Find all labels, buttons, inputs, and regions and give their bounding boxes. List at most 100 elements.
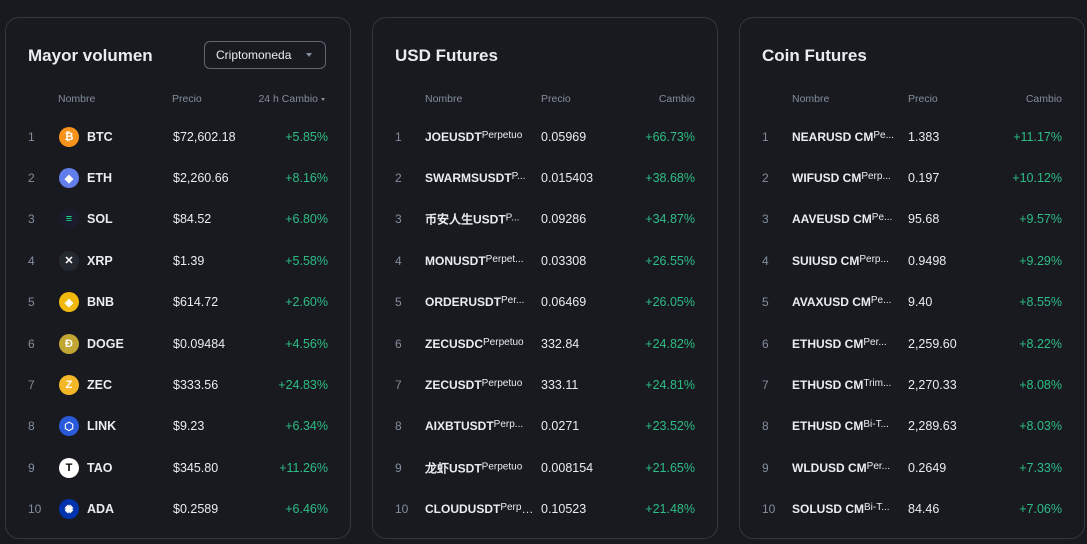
coin-price: $9.23 — [173, 419, 205, 434]
coin-price: $2,260.66 — [173, 171, 229, 186]
contract-type: Pe... — [873, 129, 894, 141]
table-row[interactable]: 4 MONUSDTPerpet... 0.03308 +26.55% — [373, 240, 717, 281]
table-row[interactable]: 6 ETHUSD CMPer... 2,259.60 +8.22% — [740, 323, 1084, 364]
contract-symbol: SOLUSD CM — [792, 502, 864, 517]
table-row[interactable]: 10 SOLUSD CMBi-T... 84.46 +7.06% — [740, 489, 1084, 530]
coin-change: +4.56% — [285, 336, 328, 351]
contract-price: 333.11 — [541, 378, 579, 393]
table-row[interactable]: 6 Ð DOGE $0.09484 +4.56% — [6, 323, 350, 364]
contract-type: Pe... — [871, 212, 893, 224]
table-row[interactable]: 9 龙虾USDTPerpetuo 0.008154 +21.65% — [373, 447, 717, 488]
contract-type: Per... — [863, 336, 887, 348]
column-header-change[interactable]: 24 h Cambio — [258, 93, 325, 105]
contract-price: 0.015403 — [541, 171, 594, 186]
xrp-icon: ✕ — [59, 250, 79, 271]
rank-number: 6 — [395, 336, 402, 351]
rank-number: 3 — [762, 212, 769, 227]
rank-number: 5 — [395, 295, 402, 310]
contract-change: +21.65% — [645, 460, 695, 475]
table-row[interactable]: 4 ✕ XRP $1.39 +5.58% — [6, 240, 350, 281]
contract-name: ZECUSDTPerpetuo — [425, 378, 537, 392]
rank-number: 3 — [395, 212, 402, 227]
table-row[interactable]: 1 JOEUSDTPerpetuo 0.05969 +66.73% — [373, 116, 717, 157]
table-row[interactable]: 8 ETHUSD CMBi-T... 2,289.63 +8.03% — [740, 406, 1084, 447]
futures-list: 1 JOEUSDTPerpetuo 0.05969 +66.73% 2 SWARMSUSD… — [373, 116, 717, 530]
contract-name: SOLUSD CMBi-T... — [792, 502, 904, 516]
rank-number: 10 — [395, 502, 409, 517]
table-row[interactable]: 3 币安人生USDTP... 0.09286 +34.87% — [373, 199, 717, 240]
rank-number: 2 — [395, 171, 402, 186]
rank-number: 1 — [28, 129, 35, 144]
contract-name: JOEUSDTPerpetuo — [425, 130, 537, 144]
rank-number: 10 — [28, 502, 42, 517]
contract-type: Perpetuo — [481, 129, 523, 141]
table-row[interactable]: 5 ◈ BNB $614.72 +2.60% — [6, 282, 350, 323]
rank-number: 4 — [762, 253, 769, 268]
table-row[interactable]: 9 T TAO $345.80 +11.26% — [6, 447, 350, 488]
panel-title: Mayor volumen — [28, 46, 153, 65]
table-row[interactable]: 4 SUIUSD CMPerp... 0.9498 +9.29% — [740, 240, 1084, 281]
contract-change: +7.06% — [1019, 502, 1062, 517]
table-row[interactable]: 10 CLOUDUSDTPerpetuo 0.10523 +21.48% — [373, 489, 717, 530]
column-header-change: Cambio — [658, 93, 695, 105]
contract-price: 95.68 — [908, 212, 940, 227]
contract-type: Trim... — [863, 378, 892, 390]
panel-coin-futures: Coin Futures Nombre Precio Cambio 1 NEARU… — [739, 17, 1085, 539]
table-row[interactable]: 1 NEARUSD CMPe... 1.383 +11.17% — [740, 116, 1084, 157]
coin-symbol: ETH — [87, 171, 112, 186]
table-row[interactable]: 9 WLDUSD CMPer... 0.2649 +7.33% — [740, 447, 1084, 488]
contract-name: ETHUSD CMBi-T... — [792, 419, 904, 433]
table-row[interactable]: 7 Z ZEC $333.56 +24.83% — [6, 364, 350, 405]
table-row[interactable]: 2 ◆ ETH $2,260.66 +8.16% — [6, 157, 350, 198]
table-row[interactable]: 7 ETHUSD CMTrim... 2,270.33 +8.08% — [740, 364, 1084, 405]
table-row[interactable]: 2 WIFUSD CMPerp... 0.197 +10.12% — [740, 157, 1084, 198]
coin-symbol: TAO — [87, 460, 113, 475]
table-row[interactable]: 10 ✺ ADA $0.2589 +6.46% — [6, 489, 350, 530]
solana-icon: ≡ — [59, 209, 79, 230]
contract-symbol: ETHUSD CM — [792, 378, 864, 393]
contract-price: 9.40 — [908, 295, 933, 310]
contract-name: WIFUSD CMPerp... — [792, 171, 904, 185]
table-row[interactable]: 3 ≡ SOL $84.52 +6.80% — [6, 199, 350, 240]
rank-number: 6 — [762, 336, 769, 351]
rank-number: 2 — [762, 171, 769, 186]
panel-usd-futures: USD Futures Nombre Precio Cambio 1 JOEUSD… — [372, 17, 718, 539]
contract-type: Perpetuo — [500, 502, 537, 514]
contract-symbol: ZECUSDT — [425, 378, 482, 393]
contract-change: +11.17% — [1013, 129, 1062, 144]
table-row[interactable]: 1 ₿ BTC $72,602.18 +5.85% — [6, 116, 350, 157]
table-row[interactable]: 6 ZECUSDCPerpetuo 332.84 +24.82% — [373, 323, 717, 364]
coin-change: +6.34% — [285, 419, 328, 434]
contract-type: Pe... — [870, 295, 892, 307]
contract-type: Perp... — [493, 419, 524, 431]
contract-symbol: MONUSDT — [425, 253, 486, 268]
coin-change: +2.60% — [285, 295, 328, 310]
rank-number: 10 — [762, 502, 776, 517]
rank-number: 1 — [395, 129, 402, 144]
contract-price: 1.383 — [908, 129, 940, 144]
column-header-name: Nombre — [792, 93, 830, 105]
table-row[interactable]: 8 ⬡ LINK $9.23 +6.34% — [6, 406, 350, 447]
table-row[interactable]: 3 AAVEUSD CMPe... 95.68 +9.57% — [740, 199, 1084, 240]
contract-price: 0.2649 — [908, 460, 947, 475]
contract-change: +66.73% — [645, 129, 695, 144]
contract-name: WLDUSD CMPer... — [792, 461, 904, 475]
coin-change: +24.83% — [278, 378, 328, 393]
contract-type: Perpetuo — [483, 336, 524, 348]
table-row[interactable]: 5 AVAXUSD CMPe... 9.40 +8.55% — [740, 282, 1084, 323]
table-row[interactable]: 7 ZECUSDTPerpetuo 333.11 +24.81% — [373, 364, 717, 405]
contract-price: 0.05969 — [541, 129, 587, 144]
chainlink-icon: ⬡ — [59, 416, 79, 437]
contract-name: ORDERUSDTPer... — [425, 295, 537, 309]
rank-number: 9 — [395, 460, 402, 475]
table-row[interactable]: 2 SWARMSUSDTP... 0.015403 +38.68% — [373, 157, 717, 198]
category-dropdown[interactable]: Criptomoneda — [204, 41, 326, 69]
contract-symbol: 币安人生USDT — [425, 212, 506, 227]
table-row[interactable]: 5 ORDERUSDTPer... 0.06469 +26.05% — [373, 282, 717, 323]
contract-price: 0.197 — [908, 171, 940, 186]
contract-change: +26.55% — [645, 253, 695, 268]
table-row[interactable]: 8 AIXBTUSDTPerp... 0.0271 +23.52% — [373, 406, 717, 447]
contract-type: Bi-T... — [863, 419, 889, 431]
rank-number: 8 — [28, 419, 35, 434]
coin-price: $1.39 — [173, 253, 205, 268]
